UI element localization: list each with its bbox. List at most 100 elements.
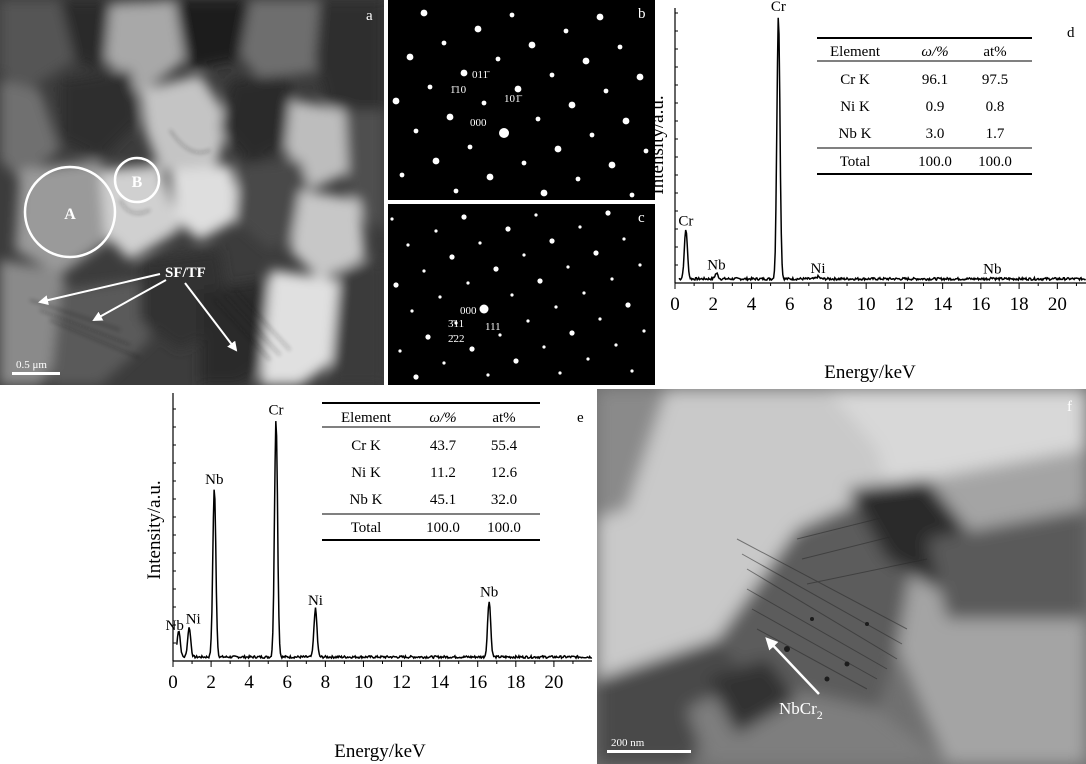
table-d-cell: Nb K bbox=[839, 126, 872, 142]
diffraction-spot bbox=[434, 229, 438, 233]
x-tick-label: 8 bbox=[823, 294, 833, 315]
diffraction-spot bbox=[542, 345, 546, 349]
diffraction-spot bbox=[514, 85, 522, 93]
diffraction-spot bbox=[586, 357, 590, 361]
diffraction-spot bbox=[509, 12, 515, 18]
index-311bar-c: 3̄11 bbox=[448, 318, 464, 330]
diffraction-spot bbox=[493, 266, 499, 272]
spectrum-line-e bbox=[176, 421, 593, 660]
diffraction-spot bbox=[558, 371, 562, 375]
diffraction-spot bbox=[481, 100, 487, 106]
diffraction-spot bbox=[406, 53, 414, 61]
diffraction-spot bbox=[642, 329, 646, 333]
table-d-cell: 1.7 bbox=[986, 126, 1005, 142]
x-tick-label: 0 bbox=[670, 294, 680, 315]
diffraction-spot bbox=[486, 173, 494, 181]
diffraction-spot bbox=[563, 28, 569, 34]
panel-f-tem-image: NbCr2 200 nm f bbox=[597, 389, 1086, 764]
index-000-b: 000 bbox=[470, 117, 487, 129]
peak-label: Cr bbox=[678, 214, 693, 230]
diffraction-spot bbox=[575, 176, 581, 182]
diffraction-spot bbox=[528, 41, 536, 49]
diffraction-spot bbox=[390, 217, 394, 221]
diffraction-spot bbox=[460, 69, 468, 77]
x-tick-label: 10 bbox=[354, 672, 373, 693]
peak-label: Nb bbox=[480, 585, 498, 601]
diffraction-spot bbox=[596, 13, 604, 21]
diffraction-spot bbox=[610, 277, 614, 281]
diffraction-spot bbox=[636, 73, 644, 81]
diffraction-spot bbox=[522, 253, 526, 257]
diffraction-spot bbox=[540, 189, 548, 197]
scale-bar-label-f: 200 nm bbox=[611, 737, 645, 749]
panel-c-diffraction: 000 3̄11 111 2̄22 c bbox=[388, 204, 655, 385]
table-e-cell: Nb K bbox=[350, 492, 383, 508]
region-circle-b bbox=[113, 156, 161, 204]
diffraction-spot bbox=[469, 346, 475, 352]
x-tick-label: 12 bbox=[895, 294, 914, 315]
y-axis-label-d: Intensity/a.u. bbox=[655, 95, 668, 194]
diffraction-spot bbox=[589, 132, 595, 138]
diffraction-spot bbox=[582, 291, 586, 295]
peak-label: Ni bbox=[186, 612, 201, 628]
table-e-cell: 43.7 bbox=[430, 438, 457, 454]
peak-label: Nb bbox=[166, 618, 184, 634]
diffraction-spot bbox=[510, 293, 514, 297]
diffraction-spot bbox=[521, 160, 527, 166]
diffraction-spot bbox=[495, 56, 501, 62]
diffraction-spot bbox=[461, 214, 467, 220]
x-tick-label: 0 bbox=[168, 672, 178, 693]
table-d-cell: 96.1 bbox=[922, 72, 948, 88]
x-tick-label: 12 bbox=[392, 672, 411, 693]
x-tick-label: 10 bbox=[857, 294, 876, 315]
diffraction-spot bbox=[569, 330, 575, 336]
diffraction-spot bbox=[479, 304, 489, 314]
index-110bar-b: 1̄10 bbox=[450, 84, 467, 96]
diffraction-spot bbox=[625, 302, 631, 308]
defect-arrows bbox=[38, 273, 238, 352]
diffraction-spot bbox=[643, 148, 649, 154]
spectrum-line-d bbox=[678, 17, 1086, 282]
table-d-cell: Cr K bbox=[840, 72, 870, 88]
diffraction-spot bbox=[629, 192, 635, 198]
diffraction-spot bbox=[498, 333, 502, 337]
diffraction-spot bbox=[513, 358, 519, 364]
saed-pattern-c: 000 3̄11 111 2̄22 c bbox=[388, 204, 655, 385]
diffraction-spot bbox=[442, 361, 446, 365]
panel-letter-c: c bbox=[638, 210, 645, 226]
peak-label: Cr bbox=[269, 402, 284, 418]
diffraction-spot bbox=[617, 44, 623, 50]
diffraction-spot bbox=[593, 250, 599, 256]
diffraction-spot bbox=[603, 88, 609, 94]
diffraction-spot bbox=[534, 213, 538, 217]
diffraction-spot bbox=[505, 226, 511, 232]
panel-letter-a: a bbox=[366, 8, 373, 24]
scale-bar-label-a: 0.5 μm bbox=[16, 359, 47, 371]
peak-label: Ni bbox=[810, 261, 825, 277]
table-d-total: 100.0 bbox=[918, 154, 952, 170]
table-e-cell: 11.2 bbox=[430, 465, 456, 481]
panel-letter-d: d bbox=[1067, 25, 1075, 41]
diffraction-spot bbox=[638, 263, 642, 267]
tem-image-a: A B SF/TF 0.5 μm a bbox=[0, 0, 384, 385]
x-tick-label: 20 bbox=[544, 672, 563, 693]
panel-d-eds: Cr Nb Cr Ni Nb 0 2 4 6 8 10 12 14 16 18 20 Energy/keV … bbox=[655, 0, 1086, 385]
diffraction-spot bbox=[554, 305, 558, 309]
diffraction-spot bbox=[422, 269, 426, 273]
diffraction-spot bbox=[467, 144, 473, 150]
diffraction-spot bbox=[474, 25, 482, 33]
table-e-total: 100.0 bbox=[426, 520, 460, 536]
diffraction-spot bbox=[622, 117, 630, 125]
diffraction-spot bbox=[598, 317, 602, 321]
diffraction-spot bbox=[420, 9, 428, 17]
diffraction-spot bbox=[449, 254, 455, 260]
panel-letter-b: b bbox=[638, 6, 646, 22]
diffraction-spot bbox=[454, 321, 458, 325]
table-d-header-wt: ω/% bbox=[921, 44, 948, 60]
panel-b-diffraction: 1̄10 011̄ 101̄ 000 b bbox=[388, 0, 655, 200]
diffraction-spot bbox=[566, 265, 570, 269]
region-circle-a bbox=[23, 165, 117, 259]
table-e-cell: 55.4 bbox=[491, 438, 518, 454]
table-d-cell: 0.9 bbox=[926, 99, 945, 115]
